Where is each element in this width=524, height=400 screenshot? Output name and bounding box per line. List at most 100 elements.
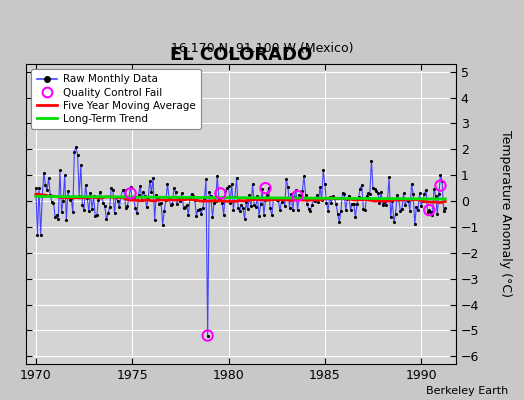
Point	[150, 216, 159, 223]
Point	[59, 198, 67, 204]
Point	[131, 205, 139, 212]
Point	[370, 186, 379, 192]
Point	[210, 200, 219, 207]
Point	[141, 193, 149, 200]
Point	[162, 197, 170, 203]
Point	[220, 212, 228, 218]
Point	[430, 186, 438, 192]
Point	[266, 205, 275, 212]
Point	[250, 202, 258, 208]
Y-axis label: Temperature Anomaly (°C): Temperature Anomaly (°C)	[499, 130, 511, 298]
Point	[255, 212, 263, 219]
Point	[316, 184, 324, 190]
Point	[46, 192, 54, 199]
Point	[303, 201, 311, 208]
Point	[385, 174, 394, 180]
Point	[420, 191, 429, 197]
Point	[261, 197, 270, 204]
Point	[81, 182, 90, 188]
Point	[90, 193, 98, 200]
Point	[155, 201, 163, 208]
Point	[181, 204, 189, 210]
Point	[85, 208, 93, 214]
Point	[208, 214, 216, 220]
Point	[374, 190, 382, 196]
Point	[363, 193, 371, 199]
Point	[297, 193, 305, 200]
Point	[197, 211, 205, 217]
Point	[304, 206, 313, 212]
Point	[38, 193, 47, 200]
Point	[179, 205, 188, 211]
Point	[364, 190, 373, 197]
Point	[134, 191, 143, 198]
Point	[348, 200, 356, 207]
Point	[41, 182, 50, 189]
Point	[351, 214, 359, 221]
Point	[114, 198, 122, 205]
Point	[402, 196, 411, 202]
Point	[165, 196, 173, 203]
Point	[353, 201, 361, 207]
Point	[350, 201, 358, 208]
Point	[289, 207, 297, 213]
Point	[244, 206, 252, 213]
Point	[433, 210, 441, 217]
Point	[203, 332, 212, 339]
Point	[343, 196, 352, 202]
Point	[417, 202, 425, 209]
Point	[335, 219, 344, 225]
Point	[178, 190, 186, 196]
Point	[406, 207, 414, 214]
Point	[287, 191, 296, 198]
Point	[366, 191, 374, 198]
Point	[295, 192, 303, 199]
Point	[33, 232, 41, 238]
Point	[226, 200, 234, 206]
Point	[253, 193, 261, 200]
Point	[123, 203, 132, 209]
Point	[108, 187, 117, 193]
Point	[293, 207, 302, 213]
Point	[231, 194, 239, 200]
Point	[342, 207, 350, 213]
Point	[395, 196, 403, 202]
Point	[310, 197, 318, 203]
Point	[357, 182, 366, 188]
Point	[126, 184, 135, 190]
Point	[359, 206, 367, 212]
Point	[83, 195, 91, 201]
Point	[337, 208, 345, 214]
Point	[78, 202, 86, 208]
Point	[163, 180, 172, 187]
Title: EL COLORADO: EL COLORADO	[170, 46, 312, 64]
Point	[354, 194, 363, 201]
Point	[390, 219, 398, 225]
Legend: Raw Monthly Data, Quality Control Fail, Five Year Moving Average, Long-Term Tren: Raw Monthly Data, Quality Control Fail, …	[31, 69, 201, 129]
Point	[265, 185, 273, 191]
Point	[174, 194, 183, 200]
Point	[126, 190, 135, 196]
Point	[206, 193, 215, 199]
Point	[112, 194, 121, 200]
Point	[324, 208, 332, 214]
Point	[125, 194, 133, 200]
Point	[391, 211, 400, 218]
Point	[245, 192, 254, 198]
Point	[144, 194, 152, 200]
Point	[356, 186, 364, 192]
Point	[227, 180, 236, 187]
Point	[279, 194, 287, 201]
Point	[101, 203, 109, 210]
Point	[158, 222, 167, 228]
Point	[422, 186, 430, 193]
Point	[276, 207, 284, 214]
Point	[191, 197, 199, 204]
Point	[64, 188, 72, 194]
Point	[133, 210, 141, 216]
Point	[327, 200, 335, 206]
Point	[152, 192, 160, 198]
Point	[49, 200, 58, 206]
Point	[239, 205, 247, 211]
Point	[425, 207, 433, 213]
